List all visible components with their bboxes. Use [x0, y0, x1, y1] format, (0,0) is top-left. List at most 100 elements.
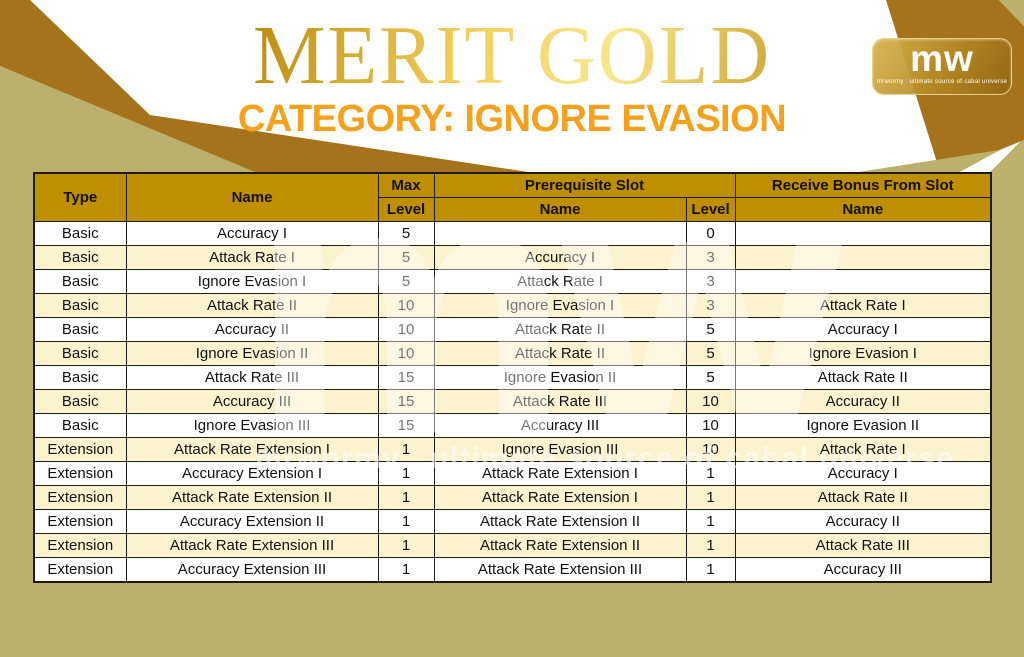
cell-prereq-level: 5: [685, 317, 736, 342]
cell-bonus-name: Attack Rate I: [734, 437, 992, 462]
cell-type: Basic: [33, 341, 127, 366]
cell-name: Accuracy Extension II: [125, 509, 379, 534]
cell-prereq-level: 3: [685, 245, 736, 270]
cell-type: Basic: [33, 221, 127, 246]
cell-prereq-level: 1: [685, 533, 736, 558]
cell-bonus-name: Attack Rate II: [734, 365, 992, 390]
table-body: Basic Accuracy I 5 0 Basic Attack Rate I 5 Accu…: [33, 221, 992, 583]
cell-name: Ignore Evasion I: [125, 269, 379, 294]
cell-name: Accuracy I: [125, 221, 379, 246]
cell-max-level: 10: [377, 341, 435, 366]
cell-prereq-name: Accuracy III: [433, 413, 687, 438]
cell-bonus-name: Attack Rate II: [734, 485, 992, 510]
cell-prereq-name: Attack Rate III: [433, 389, 687, 414]
table-header: Type Name Max Prerequisite Slot Receive …: [33, 172, 992, 222]
cell-bonus-name: Attack Rate I: [734, 293, 992, 318]
cell-bonus-name: Accuracy III: [734, 557, 992, 583]
table-row: Extension Attack Rate Extension III 1 Attac…: [33, 533, 992, 558]
cell-prereq-level: 1: [685, 509, 736, 534]
cell-prereq-name: Attack Rate Extension II: [433, 533, 687, 558]
cell-max-level: 1: [377, 509, 435, 534]
page-title: MERIT GOLD: [15, 14, 1008, 98]
cell-bonus-name: Attack Rate III: [734, 533, 992, 558]
cell-prereq-name: [433, 221, 687, 246]
cell-bonus-name: Accuracy II: [734, 509, 992, 534]
cell-max-level: 1: [377, 437, 435, 462]
header-max-level: Level: [377, 197, 435, 222]
mw-logo: mw mrwormy : ultimate source of cabal un…: [872, 38, 1012, 95]
cell-max-level: 10: [377, 293, 435, 318]
table-row: Basic Accuracy III 15 Attack Rate III 10 Accu…: [33, 389, 992, 414]
cell-bonus-name: Accuracy I: [734, 461, 992, 486]
cell-type: Basic: [33, 317, 127, 342]
mw-logo-text: mw: [910, 38, 974, 79]
cell-name: Attack Rate I: [125, 245, 379, 270]
cell-prereq-name: Accuracy I: [433, 245, 687, 270]
cell-bonus-name: [734, 269, 992, 294]
cell-type: Basic: [33, 293, 127, 318]
cell-name: Accuracy III: [125, 389, 379, 414]
cell-max-level: 5: [377, 245, 435, 270]
header-prerequisite-name: Name: [433, 197, 687, 222]
cell-prereq-level: 3: [685, 293, 736, 318]
merit-table: Type Name Max Prerequisite Slot Receive …: [33, 172, 993, 583]
cell-name: Ignore Evasion II: [125, 341, 379, 366]
cell-max-level: 1: [377, 485, 435, 510]
cell-max-level: 15: [377, 413, 435, 438]
header-max: Max: [377, 172, 435, 198]
cell-prereq-level: 1: [685, 461, 736, 486]
table-row: Extension Accuracy Extension III 1 Attack R…: [33, 557, 992, 583]
cell-bonus-name: Accuracy II: [734, 389, 992, 414]
table-row: Basic Ignore Evasion II 10 Attack Rate II 5 I…: [33, 341, 992, 366]
cell-max-level: 1: [377, 557, 435, 583]
cell-bonus-name: [734, 221, 992, 246]
cell-type: Extension: [33, 509, 127, 534]
cell-prereq-level: 5: [685, 341, 736, 366]
cell-prereq-name: Ignore Evasion II: [433, 365, 687, 390]
cell-max-level: 1: [377, 461, 435, 486]
cell-name: Accuracy II: [125, 317, 379, 342]
cell-type: Basic: [33, 269, 127, 294]
cell-bonus-name: Ignore Evasion I: [734, 341, 992, 366]
cell-name: Ignore Evasion III: [125, 413, 379, 438]
cell-name: Attack Rate III: [125, 365, 379, 390]
cell-type: Extension: [33, 485, 127, 510]
cell-prereq-level: 0: [685, 221, 736, 246]
cell-type: Basic: [33, 413, 127, 438]
cell-prereq-name: Ignore Evasion I: [433, 293, 687, 318]
cell-type: Basic: [33, 389, 127, 414]
left-brown-stripe: [0, 0, 535, 173]
right-corner-khaki-triangle: [999, 0, 1024, 26]
table-row: Extension Accuracy Extension II 1 Attack Ra…: [33, 509, 992, 534]
cell-max-level: 15: [377, 365, 435, 390]
cell-prereq-name: Attack Rate Extension III: [433, 557, 687, 583]
cell-prereq-level: 1: [685, 557, 736, 583]
cell-name: Attack Rate Extension III: [125, 533, 379, 558]
table-row: Extension Accuracy Extension I 1 Attack Rat…: [33, 461, 992, 486]
cell-prereq-name: Attack Rate I: [433, 269, 687, 294]
cell-prereq-name: Attack Rate II: [433, 317, 687, 342]
cell-prereq-level: 10: [685, 437, 736, 462]
cell-prereq-level: 5: [685, 365, 736, 390]
table-row: Extension Attack Rate Extension I 1 Ignore …: [33, 437, 992, 462]
cell-max-level: 15: [377, 389, 435, 414]
cell-bonus-name: Ignore Evasion II: [734, 413, 992, 438]
table-row: Basic Ignore Evasion III 15 Accuracy III 10 I…: [33, 413, 992, 438]
page-subtitle: CATEGORY: IGNORE EVASION: [237, 98, 787, 140]
table-row: Basic Attack Rate II 10 Ignore Evasion I 3 At…: [33, 293, 992, 318]
header-name: Name: [125, 172, 379, 222]
header-type: Type: [33, 172, 127, 222]
cell-bonus-name: Accuracy I: [734, 317, 992, 342]
cell-prereq-name: Attack Rate Extension I: [433, 485, 687, 510]
header-prerequisite-slot: Prerequisite Slot: [433, 172, 736, 198]
cell-type: Extension: [33, 437, 127, 462]
cell-max-level: 1: [377, 533, 435, 558]
table-row: Basic Accuracy II 10 Attack Rate II 5 Accurac…: [33, 317, 992, 342]
cell-type: Basic: [33, 245, 127, 270]
right-khaki-wedge: [852, 150, 1000, 173]
cell-type: Extension: [33, 533, 127, 558]
